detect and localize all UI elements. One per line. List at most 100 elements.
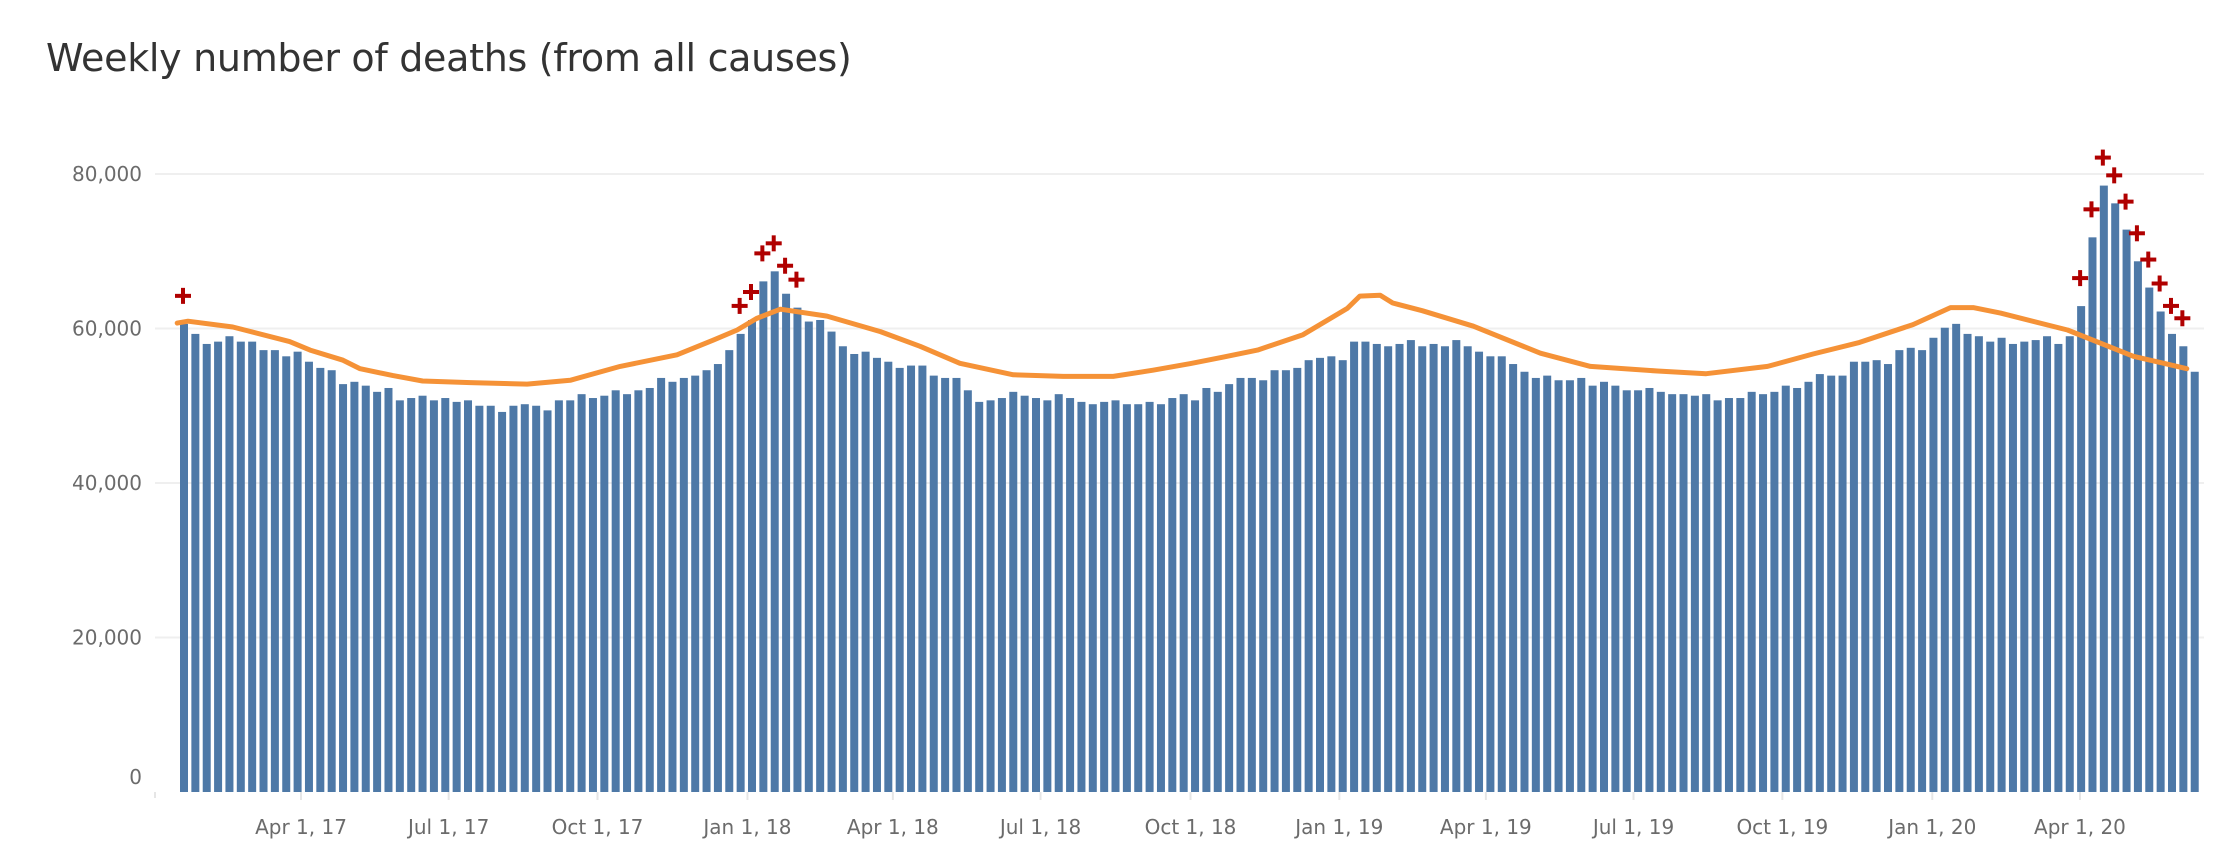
plus-bar-v <box>760 245 765 262</box>
bar <box>1236 377 1245 792</box>
bar <box>2168 333 2176 792</box>
bar <box>1611 385 1620 792</box>
bar <box>509 405 518 792</box>
bar <box>532 405 541 792</box>
bar <box>1622 390 1631 792</box>
bar <box>361 385 370 792</box>
bar <box>1475 351 1484 792</box>
bar <box>588 398 597 792</box>
bar <box>1759 394 1768 792</box>
y-tick-label: 0 <box>129 765 142 789</box>
expected-line <box>174 292 2190 387</box>
x-tick-label: Jan 1, 20 <box>1886 815 1976 839</box>
bar <box>520 404 529 792</box>
bar <box>1974 336 1983 792</box>
bar <box>1304 360 1313 792</box>
y-axis: 0 20,000 40,000 60,000 80,000 <box>72 162 142 789</box>
bar <box>1986 341 1995 792</box>
bar <box>1463 346 1472 792</box>
bar <box>1656 391 1665 792</box>
y-tick-label: 20,000 <box>72 626 142 650</box>
bar <box>2088 237 2097 793</box>
bars <box>180 185 2199 793</box>
bar <box>1554 380 1563 792</box>
bar <box>1634 390 1643 792</box>
bar <box>1372 343 1381 792</box>
bar <box>1293 367 1302 792</box>
bar <box>2020 341 2029 792</box>
bar <box>339 384 348 792</box>
plus-marker-icon <box>754 245 771 262</box>
plus-bar-v <box>2169 297 2173 314</box>
bar <box>1543 375 1552 792</box>
x-tick-label: Jul 1, 17 <box>406 815 489 839</box>
bar <box>1111 400 1120 792</box>
plus-bar-v <box>181 287 185 304</box>
bar <box>1043 400 1052 792</box>
bar <box>1088 404 1097 792</box>
plus-bar-v <box>2112 167 2117 184</box>
bar <box>1213 391 1222 792</box>
bar <box>1100 401 1109 792</box>
plus-marker-icon <box>2151 275 2168 292</box>
bar <box>350 381 359 792</box>
bar <box>770 271 779 793</box>
y-tick-label: 40,000 <box>72 471 142 495</box>
bar <box>1406 340 1415 792</box>
bar <box>2077 306 2086 792</box>
plus-bar-v <box>2100 149 2105 166</box>
bar <box>1781 385 1790 792</box>
bar <box>736 333 745 792</box>
bar <box>1531 377 1540 792</box>
x-tick-label: Apr 1, 20 <box>2034 815 2126 839</box>
bar <box>1895 350 1904 792</box>
bar <box>384 387 393 792</box>
x-tick-label: Oct 1, 18 <box>1145 815 1237 839</box>
plus-marker-icon <box>2128 225 2145 242</box>
plus-marker-icon <box>2174 310 2191 327</box>
bar <box>793 307 802 792</box>
x-tick-label: Oct 1, 19 <box>1736 815 1828 839</box>
bar <box>907 365 916 792</box>
bar <box>1679 394 1688 792</box>
bar <box>918 365 927 792</box>
bar <box>611 390 620 792</box>
bar <box>1270 370 1279 792</box>
bar <box>884 361 893 792</box>
bar <box>1849 361 1858 792</box>
bar <box>554 400 563 792</box>
bar <box>1259 380 1268 792</box>
bar <box>2031 340 2040 792</box>
chart-title: Weekly number of deaths (from all causes… <box>46 36 852 80</box>
bar <box>418 395 427 792</box>
bar <box>1281 370 1290 792</box>
plus-marker-icon <box>731 297 748 314</box>
plus-bar-v <box>771 235 776 252</box>
bar <box>997 398 1006 792</box>
bar <box>1054 394 1063 792</box>
bar <box>2133 261 2142 793</box>
x-tick-label: Jan 1, 18 <box>701 815 791 839</box>
plus-bar-v <box>2157 275 2162 292</box>
bar <box>1736 398 1745 792</box>
bar <box>2099 185 2108 792</box>
bar <box>952 377 961 792</box>
bar <box>1179 394 1188 792</box>
bar <box>486 405 495 792</box>
bar <box>441 398 450 792</box>
x-tick-label: Apr 1, 17 <box>255 815 347 839</box>
bar <box>2179 346 2188 792</box>
bar <box>861 351 870 792</box>
bar <box>1327 356 1336 792</box>
plus-marker-icon <box>743 284 759 301</box>
bar <box>1565 380 1574 792</box>
bar <box>475 405 484 792</box>
plus-bar-v <box>749 284 753 301</box>
bar <box>1861 361 1870 792</box>
plus-marker-icon <box>175 287 191 304</box>
bar <box>1724 398 1733 792</box>
x-axis: Apr 1, 17 Jul 1, 17 Oct 1, 17 Jan 1, 18 Apr … <box>154 792 2126 839</box>
bar <box>259 350 268 792</box>
plus-bar-v <box>2078 270 2083 287</box>
